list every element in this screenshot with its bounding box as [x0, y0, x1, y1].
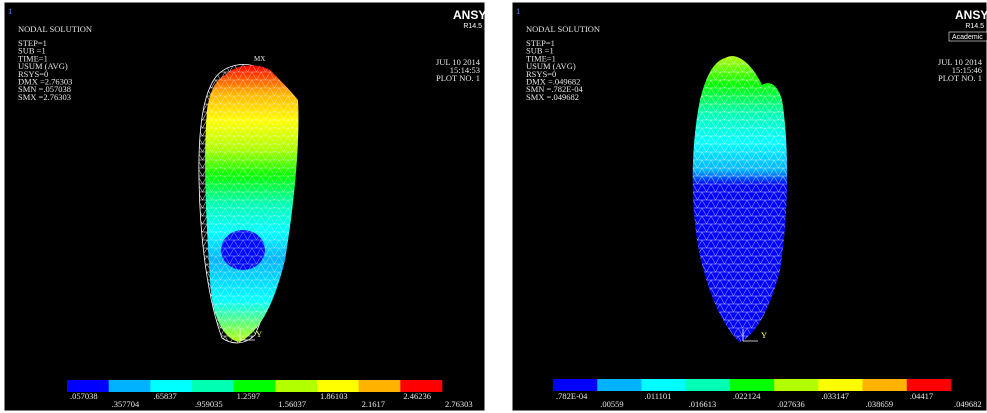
- legend-swatch: [730, 379, 775, 391]
- version: R14.5: [463, 23, 482, 30]
- screenshot: 1NODAL SOLUTIONSTEP=1SUB =1TIME=1USUM (A…: [0, 0, 987, 413]
- axis-label: Y: [256, 329, 262, 339]
- legend-swatch: [597, 379, 642, 391]
- plot-title: NODAL SOLUTION: [526, 24, 600, 34]
- edition: Academic: [952, 34, 983, 41]
- legend-label: 1.56037: [278, 399, 306, 409]
- version: R14.5: [965, 23, 984, 30]
- legend-label: .959035: [195, 399, 223, 409]
- legend-swatch: [109, 380, 151, 392]
- info-line: SMX =2.76303: [18, 92, 71, 102]
- logo: ANSYS: [955, 8, 987, 22]
- legend-swatch: [818, 379, 863, 391]
- legend-swatch: [359, 380, 401, 392]
- legend-label: .038659: [866, 399, 894, 409]
- plot-number: PLOT NO. 1: [436, 73, 480, 83]
- window-number: 1: [516, 6, 520, 16]
- legend-swatch: [907, 379, 952, 391]
- legend-label: .00559: [600, 399, 623, 409]
- legend-label: 2.1617: [362, 399, 385, 409]
- legend-swatch: [275, 380, 317, 392]
- legend-swatch: [641, 379, 686, 391]
- legend-swatch: [774, 379, 819, 391]
- legend-label: .027636: [777, 399, 805, 409]
- legend-label: 1.2597: [237, 391, 260, 401]
- axis-label: Y: [761, 330, 767, 340]
- legend-label: .033147: [821, 391, 849, 401]
- legend-swatch: [553, 379, 598, 391]
- legend-label: .782E-04: [556, 391, 588, 401]
- legend-label: .049682: [954, 399, 982, 409]
- legend-label: .357704: [112, 399, 140, 409]
- legend-label: .057038: [70, 391, 98, 401]
- legend-label: .022124: [733, 391, 761, 401]
- window-number: 1: [8, 6, 12, 16]
- plot-title: NODAL SOLUTION: [18, 24, 92, 34]
- legend-label: 2.46236: [403, 391, 431, 401]
- legend-label: .016613: [689, 399, 717, 409]
- legend-swatch: [863, 379, 908, 391]
- plot-number: PLOT NO. 1: [938, 73, 982, 83]
- legend-label: .011101: [644, 391, 671, 401]
- legend-label: .04417: [910, 391, 933, 401]
- max-marker: MX: [254, 55, 265, 63]
- legend-label: .65837: [153, 391, 176, 401]
- legend-label: 2.76303: [445, 399, 473, 409]
- legend-swatch: [192, 380, 234, 392]
- info-line: SMX =.049682: [526, 92, 579, 102]
- logo: ANSYS: [453, 8, 494, 22]
- legend-swatch: [686, 379, 731, 391]
- legend-label: 1.86103: [320, 391, 348, 401]
